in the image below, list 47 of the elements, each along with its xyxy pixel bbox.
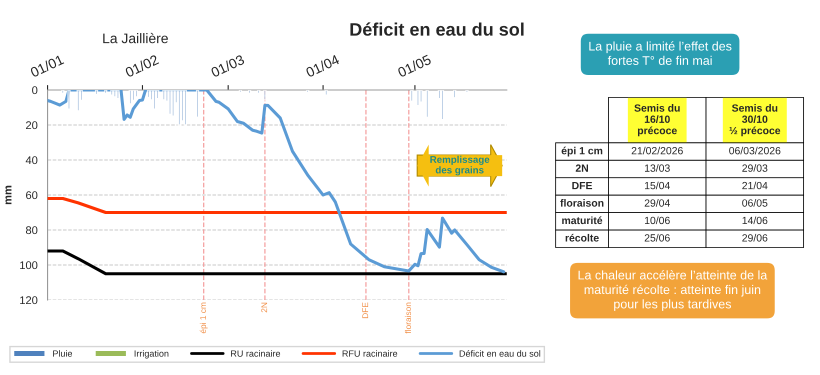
legend-label: Pluie	[53, 350, 72, 357]
text: 10/06	[644, 216, 670, 224]
category-label: 2N	[576, 164, 588, 172]
ref-line-label: 2N	[261, 302, 268, 312]
text: 29/06	[742, 234, 768, 242]
text: 29/04	[644, 199, 670, 207]
legend-label: Déficit en eau du sol	[460, 350, 540, 357]
x-tick-label: 01/02	[124, 54, 160, 78]
ref-line-label: DFE	[362, 302, 368, 318]
x-tick-label: 01/01	[30, 54, 64, 78]
category-label: Semis du 16/10 précoce	[634, 104, 680, 136]
ref-line-label: floraison	[404, 302, 412, 334]
category-label: DFE	[572, 182, 592, 190]
category-label: maturité	[562, 216, 602, 224]
y-tick-label: 0	[32, 86, 38, 94]
category-label: récolte	[566, 234, 599, 242]
text: 14/06	[742, 216, 768, 224]
text: 06/05	[742, 199, 768, 207]
text: 13/03	[644, 164, 670, 172]
legend-label: RFU racinaire	[342, 350, 398, 357]
category-label: floraison	[560, 199, 604, 207]
category-label: Semis du 30/10 ½ précoce	[730, 104, 780, 136]
y-tick-label: 100	[20, 261, 38, 270]
text: 25/06	[644, 234, 670, 242]
y-tick-label: 60	[26, 191, 38, 200]
ref-line-label: épi 1 cm	[200, 302, 208, 334]
y-tick-label: 40	[26, 156, 38, 164]
y-axis-title: mm	[5, 186, 12, 204]
text: 29/03	[742, 164, 768, 172]
y-tick-label: 20	[26, 121, 38, 130]
y-tick-label: 80	[26, 226, 38, 234]
text: 21/02/2026	[632, 146, 683, 154]
text: 15/04	[644, 182, 670, 190]
annotation: Remplissage des grains	[430, 156, 490, 176]
x-tick-label: 01/05	[396, 54, 432, 78]
y-tick-label: 120	[20, 296, 38, 304]
legend-label: RU racinaire	[231, 350, 280, 357]
x-tick-label: 01/03	[210, 54, 245, 78]
text: 06/03/2026	[729, 146, 780, 154]
text: 21/04	[742, 182, 768, 190]
legend-label: Irrigation	[134, 350, 168, 359]
category-label: épi 1 cm	[562, 146, 602, 156]
chart-subtitle: La Jaillière	[103, 32, 168, 44]
chart-title: Déficit en eau du sol	[350, 22, 524, 36]
text: La pluie a limité l’effet des fortes T° de fin mai	[589, 41, 732, 65]
x-tick-label: 01/04	[305, 54, 340, 78]
text: La chaleur accélère l’atteinte de la maturité récolte : atteinte fin juin pour les plus tardives	[578, 270, 768, 311]
